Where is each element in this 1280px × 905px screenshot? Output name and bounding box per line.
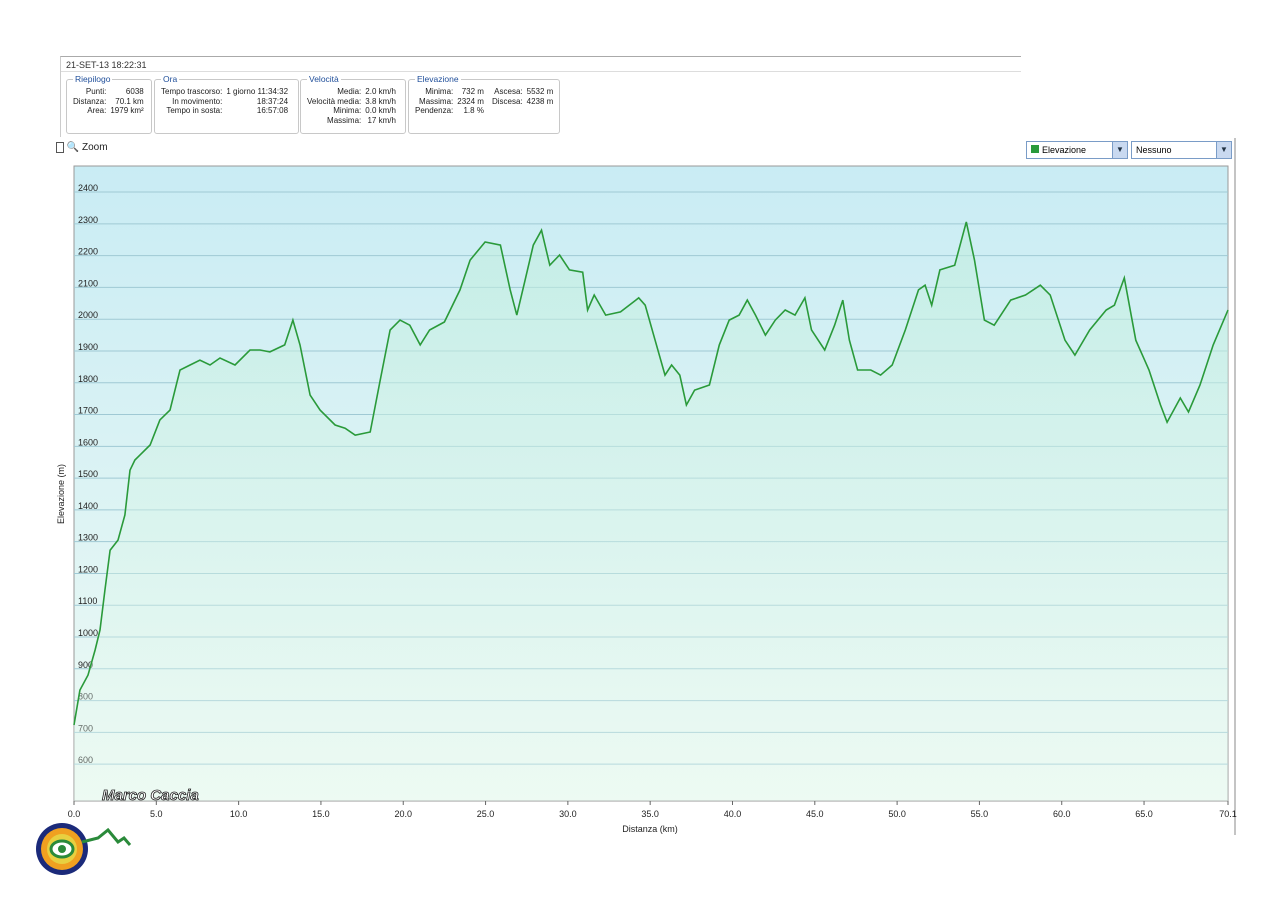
select-label: Elevazione [1042,145,1087,155]
panel-table: Punti: 6038 Distanza: 70.1 km Area: 1979 km² [71,87,146,116]
field-value: 2.0 km/h [365,87,396,96]
x-tick-label: 0.0 [68,809,81,819]
field-value: 1.8 % [463,106,484,115]
y-tick-label: 2100 [78,278,98,288]
panel-title: Riepilogo [73,74,113,84]
secondary-select[interactable]: Nessuno ▼ [1131,141,1232,159]
field-value: 2324 m [457,96,484,106]
x-tick-label: 45.0 [806,809,824,819]
summary-panel: Velocità Media: 2.0 km/h Velocità media: 3.8… [300,74,406,134]
field-label: Minima: [425,87,454,96]
area-fill [74,221,1228,801]
panel-title: Ora [161,74,180,84]
select-label: Nessuno [1136,145,1172,155]
x-tick-label: 40.0 [724,809,742,819]
y-tick-label: 1600 [78,437,98,447]
swatch [1031,145,1039,153]
x-tick-label: 10.0 [230,809,248,819]
field-value: 3.8 km/h [365,96,396,106]
y-tick-label: 1300 [78,533,98,543]
zoom-icon: 🔍 [66,142,80,154]
dropdown-arrow[interactable]: ▼ [1216,142,1231,158]
y-axis-title: Elevazione (m) [56,464,66,524]
field-label: Distanza: [73,96,107,106]
x-tick-label: 70.1 [1219,809,1237,819]
x-tick-label: 50.0 [888,809,906,819]
x-tick-label: 20.0 [394,809,412,819]
panel-title: Velocità [307,74,341,84]
field-label: Ascesa: [494,87,523,96]
field-value: 70.1 km [115,96,144,106]
y-tick-label: 1100 [78,596,97,606]
field-label: Minima: [333,106,362,115]
x-tick-label: 15.0 [312,809,330,819]
field-value: 4238 m [526,96,554,106]
y-tick-label: 1200 [78,564,98,574]
logo [36,823,132,875]
field-label: Tempo trascorso: [161,87,223,96]
x-tick-label: 25.0 [477,809,495,819]
panel-table: Media: 2.0 km/h Velocità media: 3.8 km/h Min… [305,87,398,125]
x-tick-label: 55.0 [971,809,989,819]
zoom-label[interactable]: Zoom [82,142,108,154]
field-label: Punti: [85,87,107,96]
x-tick-label: 65.0 [1135,809,1153,819]
summary-header: 21-SET-13 18:22:31 Riepilogo Punti: 6038 Di… [60,56,1021,137]
y-tick-label: 2000 [78,310,98,320]
x-tick-label: 5.0 [150,809,163,819]
field-label: Velocità media: [307,96,362,106]
field-label: Area: [87,106,107,115]
panel-table: Tempo trascorso: 1 giorno 11:34:32 In movi… [159,87,290,116]
field-value: 16:57:08 [256,106,289,115]
y-tick-label: 1900 [78,342,98,352]
field-label: Media: [337,87,362,96]
y-tick-label: 1400 [78,501,98,511]
y-tick-label: 1800 [78,374,98,384]
field-label: Massima: [327,115,362,125]
y-tick-label: 900 [78,660,93,670]
x-tick-label: 30.0 [559,809,577,819]
toolbar: 🔍 Zoom [56,142,108,153]
panel-title: Elevazione [415,74,461,84]
field-value: 1 giorno 11:34:32 [226,87,289,96]
summary-panel: Ora Tempo trascorso: 1 giorno 11:34:32 In m… [154,74,299,134]
summary-panel: Elevazione Minima: 732 m Ascesa: 5532 m Massi… [408,74,560,134]
field-value: 5532 m [526,87,554,96]
y-tick-label: 1000 [78,628,98,638]
field-label: Massima: [419,96,454,106]
summary-panel: Riepilogo Punti: 6038 Distanza: 70.1 km Area:… [66,74,152,134]
field-value: 1979 km² [110,106,144,115]
y-tick-label: 1700 [78,406,98,416]
panel-table: Minima: 732 m Ascesa: 5532 m Massima: 2324 m D… [413,87,555,116]
date: 21-SET-13 18:22:31 [66,60,147,70]
y-tick-label: 2300 [78,215,98,225]
field-value: 6038 [125,87,144,96]
series-select[interactable]: Elevazione ▼ [1026,141,1128,159]
watermark: Marco Caccia [102,787,199,804]
checkbox[interactable] [56,142,64,153]
dropdown-arrow[interactable]: ▼ [1112,142,1127,158]
x-axis-title: Distanza (km) [622,824,678,834]
elevation-line [73,221,1229,726]
field-label: Tempo in sosta: [166,106,223,115]
field-value: 17 km/h [367,115,396,125]
field-value: 18:37:24 [256,96,289,106]
field-label: Discesa: [491,96,523,106]
field-value: 732 m [461,87,484,96]
y-tick-label: 2200 [78,247,98,257]
x-tick-label: 60.0 [1053,809,1071,819]
field-label: Pendenza: [415,106,454,115]
y-tick-label: 1500 [78,469,98,479]
x-tick-label: 35.0 [641,809,659,819]
field-value: 0.0 km/h [365,106,396,115]
y-tick-label: 2400 [78,183,98,193]
field-label: In movimento: [172,96,223,106]
separator [61,71,1021,72]
